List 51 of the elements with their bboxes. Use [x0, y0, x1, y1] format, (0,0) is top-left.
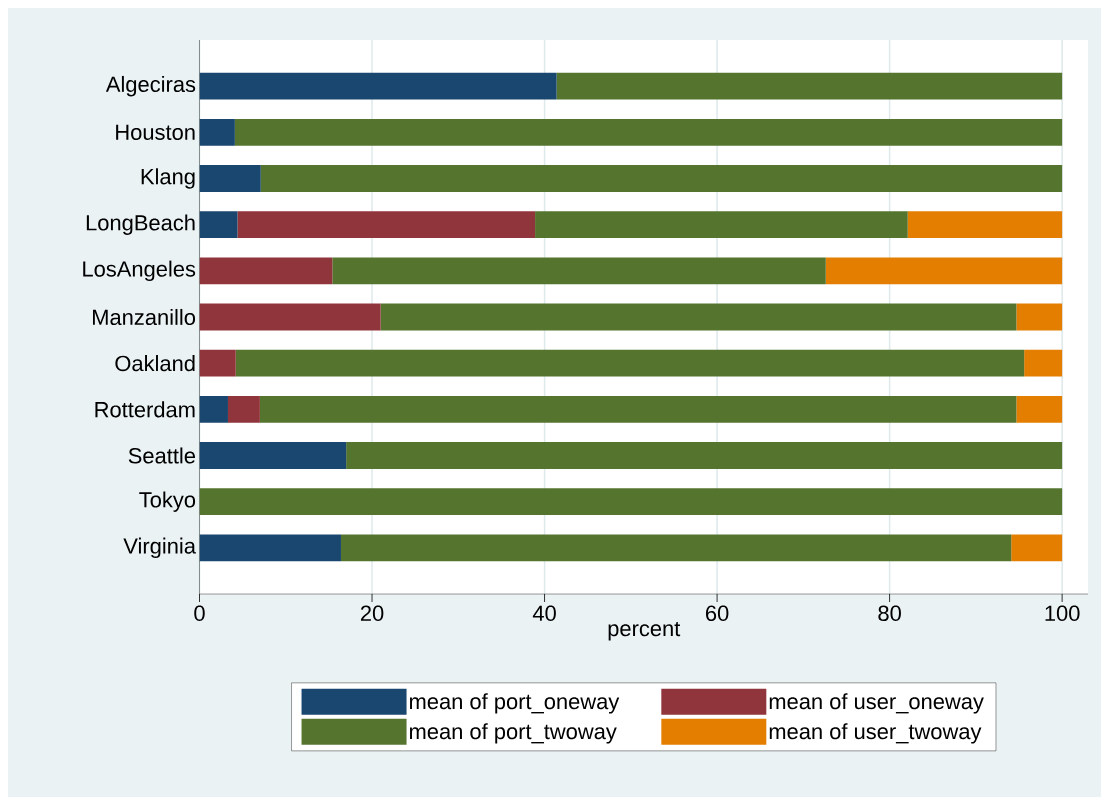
bar — [199, 442, 347, 469]
y-tick-label: LongBeach — [86, 214, 195, 235]
bar — [556, 72, 1063, 100]
x-axis-title: percent — [608, 621, 681, 641]
y-tick-label: Manzanillo — [93, 308, 196, 326]
bar — [380, 303, 1017, 331]
bar — [199, 118, 235, 146]
legend-label: mean of user_twoway — [769, 723, 982, 744]
x-tick-label: 80 — [878, 605, 901, 622]
x-tick-label: 60 — [706, 605, 729, 622]
x-tick-label: 0 — [194, 605, 205, 622]
x-tick-label: 40 — [532, 605, 556, 622]
bar — [907, 211, 1063, 239]
y-tick-label: Klang — [141, 168, 195, 189]
y-tick-label: Oakland — [115, 355, 195, 372]
y-tick-label: Seattle — [128, 447, 196, 464]
bar — [1011, 534, 1063, 562]
bar — [199, 165, 261, 192]
bar — [1016, 395, 1063, 423]
y-tick-label: Houston — [116, 124, 195, 140]
bar — [260, 165, 1063, 192]
bar — [1016, 303, 1063, 331]
x-tick-label: 20 — [360, 605, 384, 622]
x-tick-label: 100 — [1045, 605, 1080, 622]
legend-label: mean of port_oneway — [409, 693, 620, 714]
bar — [199, 488, 1063, 516]
bar — [332, 257, 826, 285]
bar — [237, 211, 536, 239]
bar — [199, 349, 236, 377]
bar — [346, 442, 1063, 469]
legend-label: mean of port_twoway — [409, 723, 617, 744]
bar — [199, 257, 333, 285]
y-tick-label: Rotterdam — [95, 401, 195, 418]
bar — [199, 72, 557, 100]
bar — [340, 534, 1012, 562]
bar — [259, 395, 1017, 423]
y-tick-label: Algeciras — [105, 75, 196, 97]
bar — [235, 349, 1025, 377]
y-tick-label: LosAngeles — [83, 260, 196, 282]
legend-label: mean of user_oneway — [769, 693, 984, 714]
bar — [1024, 349, 1063, 377]
y-tick-label: Virginia — [123, 537, 196, 559]
bar — [825, 257, 1063, 285]
bar — [199, 303, 381, 331]
bar — [199, 534, 341, 562]
bar — [199, 395, 228, 423]
bar — [535, 211, 908, 239]
bar — [199, 211, 238, 239]
bar — [227, 395, 260, 423]
bar — [234, 118, 1063, 146]
y-tick-label: Tokyo — [139, 491, 196, 512]
